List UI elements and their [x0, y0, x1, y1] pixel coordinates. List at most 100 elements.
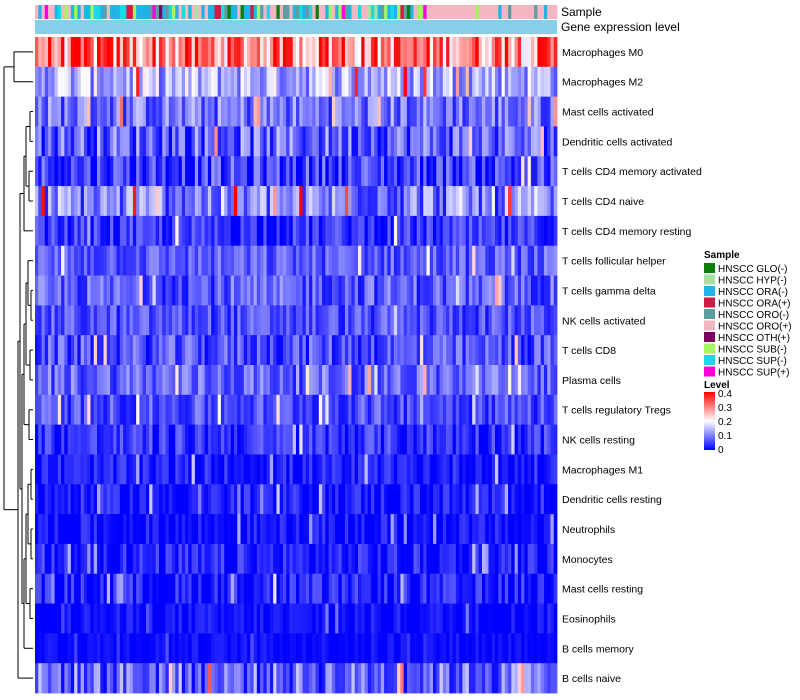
heatmap-cell [116, 514, 121, 545]
heatmap-cell [269, 633, 274, 664]
heatmap-cell [371, 275, 375, 306]
heatmap-cell [436, 305, 440, 336]
heatmap-cell [113, 156, 117, 187]
heatmap-cell [498, 245, 502, 276]
heatmap-cell [256, 186, 261, 217]
heatmap-cell [253, 365, 258, 396]
heatmap-cell [57, 37, 62, 68]
heatmap-cell [527, 275, 532, 306]
heatmap-cell [302, 156, 307, 187]
heatmap-cell [524, 514, 529, 545]
heatmap-cell [273, 186, 277, 217]
heatmap-cell [41, 96, 46, 127]
heatmap-cell [377, 663, 382, 694]
heatmap-cell [530, 37, 535, 68]
heatmap-cell [348, 365, 352, 396]
heatmap-cell [348, 603, 352, 634]
heatmap-cell [204, 215, 209, 247]
heatmap-cell [547, 305, 551, 336]
heatmap-cell [465, 543, 470, 575]
heatmap-cell [227, 335, 232, 366]
heatmap-cell [322, 96, 326, 127]
heatmap-cell [361, 603, 365, 634]
heatmap-cell [423, 514, 427, 545]
heatmap-cell [57, 424, 62, 455]
heatmap-cell [403, 275, 408, 306]
heatmap-cell [123, 275, 127, 306]
heatmap-cell [96, 245, 101, 276]
heatmap-cell [198, 335, 202, 366]
heatmap-cell [250, 96, 254, 127]
heatmap-cell [172, 96, 176, 127]
heatmap-cell [35, 543, 39, 575]
heatmap-cell [488, 573, 493, 604]
heatmap-cell [348, 275, 352, 306]
heatmap-cell [344, 365, 349, 396]
heatmap-cell [243, 633, 248, 664]
heatmap-cell [335, 335, 339, 366]
heatmap-cell [152, 335, 157, 366]
heatmap-cell [162, 514, 166, 545]
sample-cell [80, 5, 85, 19]
heatmap-cell [481, 484, 486, 515]
heatmap-cell [380, 66, 385, 98]
sample-cell [508, 5, 512, 19]
heatmap-cell [54, 514, 59, 545]
heatmap-cell [406, 186, 411, 217]
heatmap-cell [139, 305, 144, 336]
heatmap-cell [155, 245, 160, 276]
heatmap-cell [211, 394, 215, 426]
heatmap-cell [80, 365, 85, 396]
heatmap-cell [354, 37, 359, 68]
sample-cell [256, 5, 261, 19]
heatmap-cell [397, 543, 401, 575]
heatmap-cell [168, 126, 173, 157]
heatmap-cell [61, 275, 65, 306]
heatmap-cell [543, 633, 548, 664]
heatmap-cell [181, 514, 186, 545]
heatmap-cell [87, 96, 91, 127]
heatmap-cell [537, 186, 542, 217]
heatmap-cell [41, 126, 46, 157]
heatmap-cell [178, 394, 183, 426]
heatmap-cell [240, 275, 245, 306]
heatmap-cell [100, 633, 104, 664]
heatmap-cell [384, 37, 388, 68]
heatmap-cell [224, 603, 228, 634]
heatmap-cell [185, 424, 189, 455]
sample-cell [74, 5, 78, 19]
heatmap-cell [495, 365, 499, 396]
heatmap-cell [475, 215, 480, 247]
heatmap-cell [410, 633, 414, 664]
heatmap-cell [237, 245, 241, 276]
heatmap-cell [426, 245, 431, 276]
sample-cell [406, 5, 411, 19]
heatmap-cell [214, 335, 219, 366]
heatmap-cell [77, 633, 82, 664]
heatmap-cell [260, 573, 264, 604]
heatmap-cell [475, 603, 480, 634]
heatmap-cell [87, 156, 91, 187]
heatmap-cell [227, 424, 232, 455]
heatmap-cell [57, 156, 62, 187]
heatmap-cell [413, 245, 418, 276]
heatmap-cell [100, 96, 104, 127]
heatmap-cell [41, 156, 46, 187]
heatmap-cell [145, 305, 150, 336]
heatmap-cell [410, 156, 414, 187]
heatmap-cell [517, 543, 522, 575]
heatmap-cell [87, 394, 91, 426]
heatmap-cell [416, 365, 421, 396]
heatmap-cell [459, 126, 463, 157]
heatmap-cell [273, 573, 277, 604]
sample-cell [328, 5, 333, 19]
heatmap-cell [302, 484, 307, 515]
heatmap-cell [234, 66, 238, 98]
heatmap-cell [247, 603, 251, 634]
heatmap-cell [70, 275, 75, 306]
heatmap-cell [309, 126, 313, 157]
heatmap-cell [178, 514, 183, 545]
heatmap-cell [547, 543, 551, 575]
heatmap-cell [371, 603, 375, 634]
heatmap-cell [96, 603, 101, 634]
